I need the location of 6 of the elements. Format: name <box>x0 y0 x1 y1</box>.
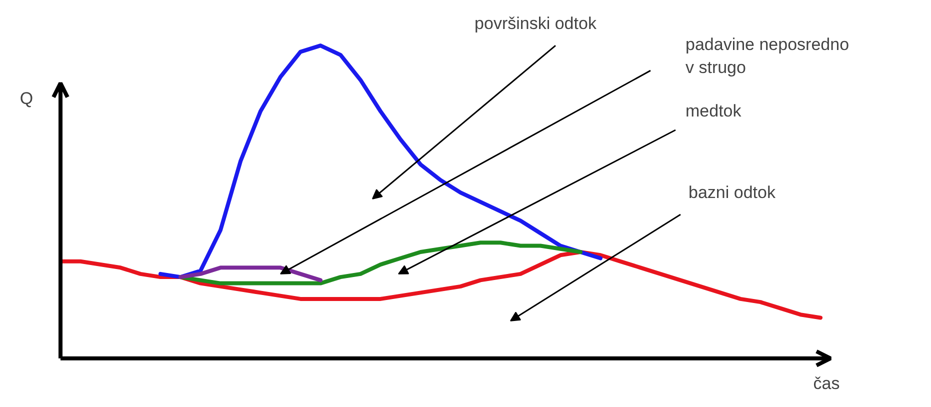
annotation: padavine neposredno v strugo <box>686 35 850 77</box>
y-axis-title: Q <box>20 89 34 108</box>
text: površinski odtok <box>474 14 597 34</box>
annotation: bazni odtok <box>688 183 776 202</box>
x-axis-title: čas <box>813 374 840 393</box>
annotation: medtok <box>686 102 742 121</box>
